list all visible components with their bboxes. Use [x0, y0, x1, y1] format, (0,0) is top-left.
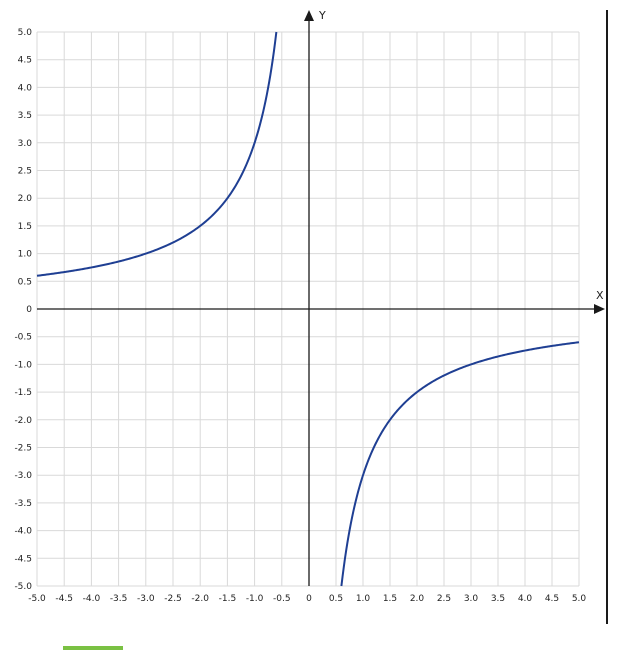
curve-branch [340, 341, 580, 587]
x-tick-label: -0.5 [273, 594, 291, 604]
x-tick-label: -4.0 [83, 594, 101, 604]
curve-branch [36, 31, 278, 277]
x-tick-label: -3.0 [137, 594, 155, 604]
x-tick-label: -1.5 [219, 594, 237, 604]
x-tick-label: 2.0 [410, 594, 425, 604]
y-tick-label: -5.0 [14, 582, 32, 592]
x-tick-label: -1.0 [246, 594, 264, 604]
x-tick-label: 0.5 [329, 594, 343, 604]
x-tick-label: -5.0 [28, 594, 46, 604]
x-tick-label: 2.5 [437, 594, 451, 604]
y-tick-label: -3.5 [14, 499, 32, 509]
x-tick-label: 4.5 [545, 594, 559, 604]
y-tick-label: -0.5 [14, 333, 32, 343]
x-tick-label: 0 [306, 594, 312, 604]
y-tick-label: 1.5 [18, 222, 32, 232]
y-tick-label: -2.5 [14, 444, 32, 454]
x-tick-label: 3.5 [491, 594, 505, 604]
y-tick-label: 1.0 [18, 250, 33, 260]
x-axis-label: X [596, 289, 604, 302]
y-tick-label: 2.0 [18, 194, 33, 204]
y-tick-label: 4.0 [18, 83, 33, 93]
right-border-line [606, 10, 608, 624]
x-tick-label: 5.0 [572, 594, 587, 604]
y-tick-label: -4.5 [14, 554, 32, 564]
y-tick-label: 2.5 [18, 167, 32, 177]
x-tick-label: 4.0 [518, 594, 533, 604]
y-tick-label: -1.5 [14, 388, 32, 398]
x-tick-label: 3.0 [464, 594, 479, 604]
y-tick-label: -1.0 [14, 360, 32, 370]
axes [37, 10, 605, 586]
y-tick-label: 3.5 [18, 111, 32, 121]
y-axis-label: Y [318, 9, 326, 22]
curves [36, 31, 580, 587]
y-tick-label: -2.0 [14, 416, 32, 426]
y-tick-label: 0.5 [18, 277, 32, 287]
green-accent-bar [63, 646, 123, 650]
y-tick-label: -3.0 [14, 471, 32, 481]
x-tick-label: 1.5 [383, 594, 397, 604]
y-tick-label: 4.5 [18, 56, 32, 66]
y-tick-label: 5.0 [18, 28, 33, 38]
tick-labels: -5.0 -4.5 -4.0 -3.5 -3.0 -2.5 -2.0 -1.5 -1.0 -0.5… [14, 28, 586, 604]
y-tick-label: -4.0 [14, 527, 32, 537]
y-tick-label: 3.0 [18, 139, 33, 149]
y-axis-arrow-icon [304, 10, 314, 21]
x-axis-arrow-icon [594, 304, 605, 314]
x-tick-label: -4.5 [55, 594, 73, 604]
x-tick-label: -2.5 [164, 594, 182, 604]
x-tick-label: 1.0 [356, 594, 371, 604]
x-tick-label: -3.5 [110, 594, 128, 604]
y-tick-label: 0 [26, 305, 32, 315]
x-tick-label: -2.0 [191, 594, 209, 604]
